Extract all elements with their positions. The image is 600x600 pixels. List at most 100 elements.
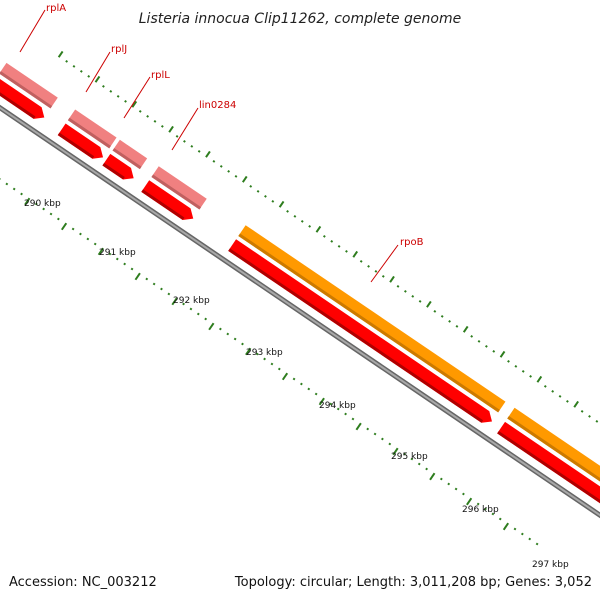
outer-tick: [352, 250, 359, 258]
inner-tick: [12, 187, 16, 191]
outer-tick: [374, 269, 378, 273]
inner-tick: [255, 352, 259, 356]
tick-label-290: 290 kbp: [24, 199, 61, 209]
tick-label-295: 295 kbp: [391, 452, 428, 462]
feature-edge-lin0284: [151, 174, 202, 210]
inner-tick: [513, 527, 517, 531]
inner-tick: [5, 182, 9, 186]
inner-tick: [410, 457, 414, 461]
inner-tick: [226, 332, 230, 336]
leader-line-rplJ: [85, 51, 111, 93]
outer-tick: [566, 399, 569, 403]
inner-tick: [115, 257, 119, 261]
inner-tick: [152, 282, 156, 286]
outer-tick: [249, 184, 253, 188]
inner-tick: [429, 472, 436, 481]
outer-tick: [367, 264, 370, 268]
inner-tick: [381, 437, 384, 441]
outer-tick: [455, 324, 459, 328]
inner-tick: [93, 242, 97, 246]
gene-features: [0, 62, 600, 504]
inner-tick: [145, 277, 149, 281]
cds-edge-rplJ: [57, 132, 95, 159]
feature-band-rplA: [0, 62, 58, 109]
inner-tick: [528, 537, 532, 541]
outer-tick: [411, 294, 415, 298]
inner-tick-marks: [0, 178, 539, 546]
gene-label-rplJ: rplJ: [111, 44, 127, 55]
inner-tick: [373, 432, 377, 436]
inner-tick: [484, 507, 487, 511]
inner-tick: [97, 247, 104, 256]
inner-tick: [270, 362, 274, 366]
inner-tick: [79, 232, 82, 236]
outer-tick: [153, 119, 157, 123]
inner-tick: [233, 337, 237, 341]
outer-tick: [293, 214, 297, 218]
feature-edge-rpoB-cont: [507, 416, 600, 482]
inner-tick: [417, 462, 421, 466]
accession-text: Accession: NC_003212: [9, 575, 157, 590]
outer-tick: [558, 394, 562, 398]
inner-tick: [20, 192, 23, 196]
outer-tick: [588, 414, 591, 418]
tick-label-294: 294 kbp: [319, 401, 356, 411]
inner-tick: [292, 377, 296, 381]
outer-tick: [418, 299, 422, 303]
outer-tick: [308, 224, 312, 228]
cds-edge-rpoB-cont: [497, 430, 600, 504]
outer-tick: [234, 174, 238, 178]
leader-line-rpoB: [370, 244, 399, 283]
inner-tick: [60, 222, 68, 231]
inner-tick: [49, 212, 53, 216]
outer-tick: [124, 99, 127, 103]
outer-tick: [345, 249, 348, 253]
outer-tick: [264, 194, 267, 198]
tick-label-296: 296 kbp: [462, 505, 499, 515]
tick-label-291: 291 kbp: [99, 248, 136, 258]
inner-tick: [366, 427, 370, 431]
outer-tick: [183, 139, 186, 143]
cds-arrow-rplL: [102, 153, 134, 180]
outer-tick: [79, 69, 83, 73]
inner-tick: [476, 502, 480, 506]
inner-tick: [277, 367, 281, 371]
feature-edge-rplL: [112, 148, 142, 170]
outer-tick: [271, 199, 275, 203]
outer-tick: [595, 419, 599, 423]
inner-tick: [425, 467, 429, 471]
cds-arrow-rplJ: [57, 123, 104, 159]
outer-tick: [322, 234, 326, 238]
outer-tick: [521, 369, 525, 373]
feature-edge-rplJ: [67, 117, 111, 149]
outer-tick: [396, 284, 400, 288]
inner-tick: [502, 522, 510, 531]
outer-tick: [426, 300, 432, 308]
outer-tick: [448, 319, 451, 323]
inner-tick: [189, 307, 193, 311]
inner-tick: [336, 407, 340, 411]
inner-tick: [454, 487, 458, 491]
inner-tick: [388, 442, 392, 446]
outer-tick: [389, 275, 395, 283]
inner-tick: [171, 297, 178, 306]
outer-tick: [514, 364, 518, 368]
inner-tick: [42, 207, 46, 211]
inner-tick: [300, 382, 303, 386]
outer-tick: [381, 274, 385, 278]
inner-tick: [439, 477, 443, 481]
cds-arrow-lin0284: [141, 180, 194, 220]
inner-tick: [281, 372, 289, 381]
inner-tick: [355, 422, 362, 431]
leader-line-rplL: [123, 76, 151, 119]
outer-tick: [462, 325, 469, 333]
gene-labels: rplA rplJ rplL lin0284 rpoB: [19, 3, 424, 283]
inner-tick: [241, 342, 244, 346]
outer-tick: [227, 169, 231, 173]
outer-tick: [337, 244, 341, 248]
inner-tick: [134, 272, 141, 281]
inner-tick: [403, 452, 406, 456]
inner-tick: [318, 397, 325, 406]
outer-tick: [477, 339, 481, 343]
